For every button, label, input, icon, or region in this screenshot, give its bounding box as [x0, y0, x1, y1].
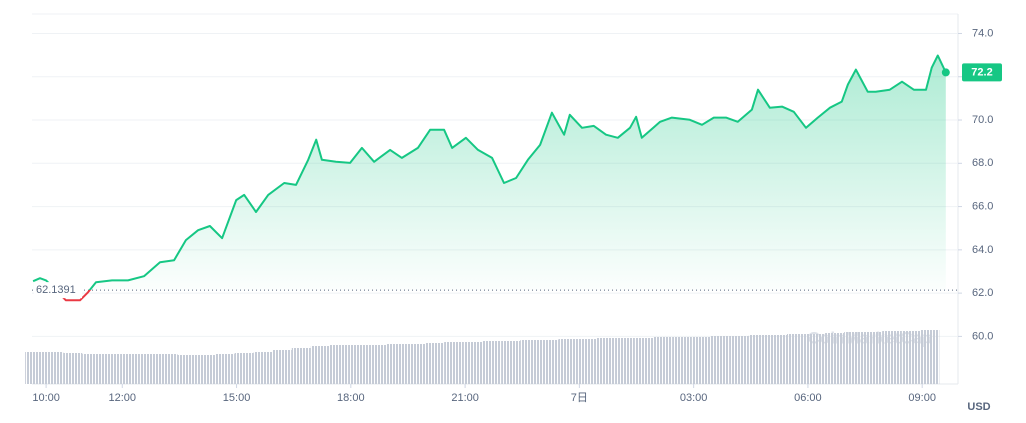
- volume-bar: [806, 334, 826, 384]
- y-tick-label: 66.0: [972, 200, 993, 212]
- last-point: [941, 68, 950, 77]
- volume-bar: [444, 342, 464, 384]
- volume-bar: [634, 338, 654, 384]
- volume-bar: [310, 346, 330, 384]
- volume-bar: [825, 333, 845, 384]
- volume-bar: [653, 337, 673, 384]
- volume-bar: [672, 337, 692, 384]
- volume-bar: [329, 345, 349, 384]
- volume-bar: [82, 354, 102, 384]
- volume-bar: [291, 348, 311, 384]
- baseline-label-bg: [34, 282, 82, 299]
- volume-bar: [215, 354, 235, 384]
- volume-bar: [406, 344, 426, 384]
- price-line: [32, 54, 947, 302]
- volume-bar: [463, 342, 483, 384]
- volume-bar: [920, 330, 940, 384]
- volume-bar: [691, 337, 711, 384]
- volume-bar: [367, 345, 388, 384]
- x-tick-label: 7日: [571, 392, 588, 404]
- volume-bar: [520, 340, 540, 384]
- y-tick-label: 68.0: [972, 157, 993, 169]
- x-tick-label: 10:00: [32, 392, 60, 404]
- y-tick-label: 64.0: [972, 244, 993, 256]
- volume-bar: [387, 344, 407, 384]
- volume-bar: [44, 352, 64, 384]
- x-tick-label: 03:00: [680, 392, 708, 404]
- last-price-badge: [962, 63, 1002, 82]
- x-tick-label: 09:00: [908, 392, 936, 404]
- volume-bar: [596, 338, 616, 384]
- volume-bar: [120, 354, 140, 384]
- volume-bar: [729, 336, 749, 384]
- baseline-label: 62.1391: [36, 284, 76, 296]
- volume-bar: [577, 339, 597, 384]
- volume-bar: [615, 338, 635, 384]
- last-price-label: 72.2: [971, 66, 992, 78]
- volume-bar: [139, 354, 159, 384]
- volume-bar: [710, 336, 730, 384]
- y-tick-label: 70.0: [972, 114, 993, 126]
- volume-bar: [539, 340, 559, 384]
- volume-bar: [786, 334, 807, 384]
- y-tick-label: 62.0: [972, 287, 993, 299]
- volume-bar: [425, 343, 445, 384]
- y-tick-label: 60.0: [972, 330, 993, 342]
- x-tick-label: 12:00: [109, 392, 137, 404]
- volume-bar: [253, 352, 273, 384]
- volume-bar: [901, 331, 921, 384]
- volume-bar: [196, 355, 216, 384]
- volume-bar: [748, 335, 768, 384]
- price-area: [33, 55, 946, 301]
- volume-bar: [63, 353, 83, 384]
- volume-bar: [482, 341, 502, 384]
- volume-bar: [158, 354, 178, 384]
- volume-bar: [234, 353, 254, 384]
- x-tick-label: 06:00: [794, 392, 822, 404]
- x-tick-label: 15:00: [223, 392, 251, 404]
- volume-bar: [25, 352, 45, 384]
- currency-label: USD: [967, 401, 990, 413]
- x-tick-label: 21:00: [451, 392, 479, 404]
- volume-bar: [348, 345, 368, 384]
- volume-bar: [844, 332, 864, 384]
- volume-bar: [863, 332, 883, 384]
- volume-bar: [767, 335, 787, 384]
- volume-bar: [272, 350, 292, 384]
- volume-bar: [882, 331, 902, 384]
- volume-bar: [101, 354, 121, 384]
- volume-bar: [558, 339, 578, 384]
- x-tick-label: 18:00: [337, 392, 365, 404]
- y-tick-label: 74.0: [972, 27, 993, 39]
- volume-bar: [501, 341, 521, 384]
- volume-bar: [177, 355, 197, 384]
